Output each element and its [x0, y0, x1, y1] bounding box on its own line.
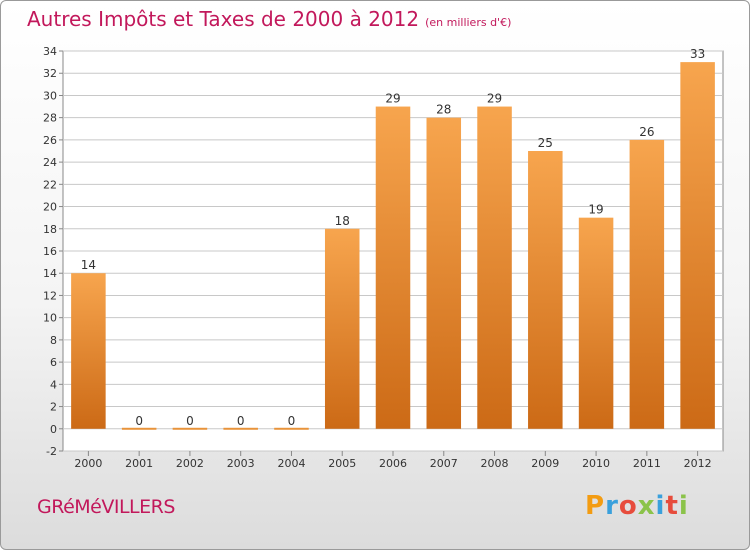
- x-tick-label: 2008: [481, 457, 509, 470]
- logo-letter: P: [585, 491, 606, 521]
- bar: [528, 151, 563, 429]
- data-labels: 14 0 0 0 0 18 29 28 29 25 19 26 33: [81, 47, 706, 428]
- bar: [324, 228, 360, 429]
- bars: [71, 62, 715, 430]
- logo-letter: i: [655, 491, 666, 521]
- chart-title-text: Autres Impôts et Taxes de 2000 à 2012: [27, 7, 420, 31]
- bar: [121, 427, 157, 430]
- proxiti-logo: Proxiti: [585, 491, 689, 521]
- y-tick-label: 18: [43, 223, 57, 236]
- bar: [629, 139, 665, 429]
- data-label: 28: [436, 103, 451, 117]
- data-label: 14: [81, 258, 96, 272]
- data-label: 0: [237, 414, 245, 428]
- y-tick-label: 4: [50, 378, 57, 391]
- logo-letter: o: [618, 491, 638, 521]
- y-tick-label: 14: [43, 267, 57, 280]
- chart-title: Autres Impôts et Taxes de 2000 à 2012 (en…: [27, 7, 511, 31]
- y-tick-label: 32: [43, 67, 57, 80]
- x-tick-label: 2002: [176, 457, 204, 470]
- x-tick-label: 2007: [430, 457, 458, 470]
- y-tick-label: 28: [43, 112, 57, 125]
- y-tick-label: 6: [50, 356, 57, 369]
- x-tick-label: 2006: [379, 457, 407, 470]
- bar: [223, 427, 258, 430]
- y-tick-label: 0: [50, 423, 57, 436]
- data-label: 0: [186, 414, 194, 428]
- data-label: 25: [538, 136, 553, 150]
- data-label: 26: [639, 125, 654, 139]
- y-tick-label: 10: [43, 312, 57, 325]
- y-tick-label: 24: [43, 156, 57, 169]
- y-tick-label: 26: [43, 134, 57, 147]
- y-tick-label: 30: [43, 89, 57, 102]
- bar: [426, 117, 462, 429]
- data-label: 18: [335, 214, 350, 228]
- data-label: 0: [288, 414, 296, 428]
- y-tick-label: -2: [46, 445, 57, 458]
- bar: [71, 273, 106, 429]
- chart-unit: (en milliers d'€): [425, 16, 512, 29]
- x-tick-label: 2003: [227, 457, 255, 470]
- x-tick-label: 2001: [125, 457, 153, 470]
- x-tick-label: 2000: [74, 457, 102, 470]
- bar: [375, 106, 411, 429]
- y-tick-label: 12: [43, 289, 57, 302]
- x-tick-label: 2009: [531, 457, 559, 470]
- x-axis: 2000 2001 2002 2003 2004 2005 2006 2007 2008 2009…: [74, 451, 712, 470]
- logo-letter: r: [605, 491, 619, 521]
- data-label: 19: [588, 203, 603, 217]
- commune-name: GRéMéVILLERS: [37, 496, 175, 518]
- data-label: 33: [690, 47, 705, 61]
- data-label: 0: [135, 414, 143, 428]
- bar: [680, 62, 715, 429]
- y-tick-label: 20: [43, 201, 57, 214]
- bar: [172, 427, 208, 430]
- logo-letter: i: [678, 491, 689, 521]
- bar: [274, 427, 309, 430]
- data-label: 29: [385, 92, 400, 106]
- data-label: 29: [487, 92, 502, 106]
- x-tick-label: 2010: [582, 457, 610, 470]
- bar: [477, 106, 512, 429]
- bar: [578, 217, 614, 429]
- x-tick-label: 2004: [277, 457, 305, 470]
- y-tick-label: 16: [43, 245, 57, 258]
- x-tick-label: 2011: [633, 457, 661, 470]
- y-tick-label: 2: [50, 401, 57, 414]
- y-tick-label: 22: [43, 178, 57, 191]
- logo-letter: t: [665, 491, 679, 521]
- y-tick-label: 8: [50, 334, 57, 347]
- logo-letter: x: [637, 491, 656, 521]
- x-tick-label: 2005: [328, 457, 356, 470]
- y-tick-label: 34: [43, 45, 57, 58]
- x-tick-label: 2012: [684, 457, 712, 470]
